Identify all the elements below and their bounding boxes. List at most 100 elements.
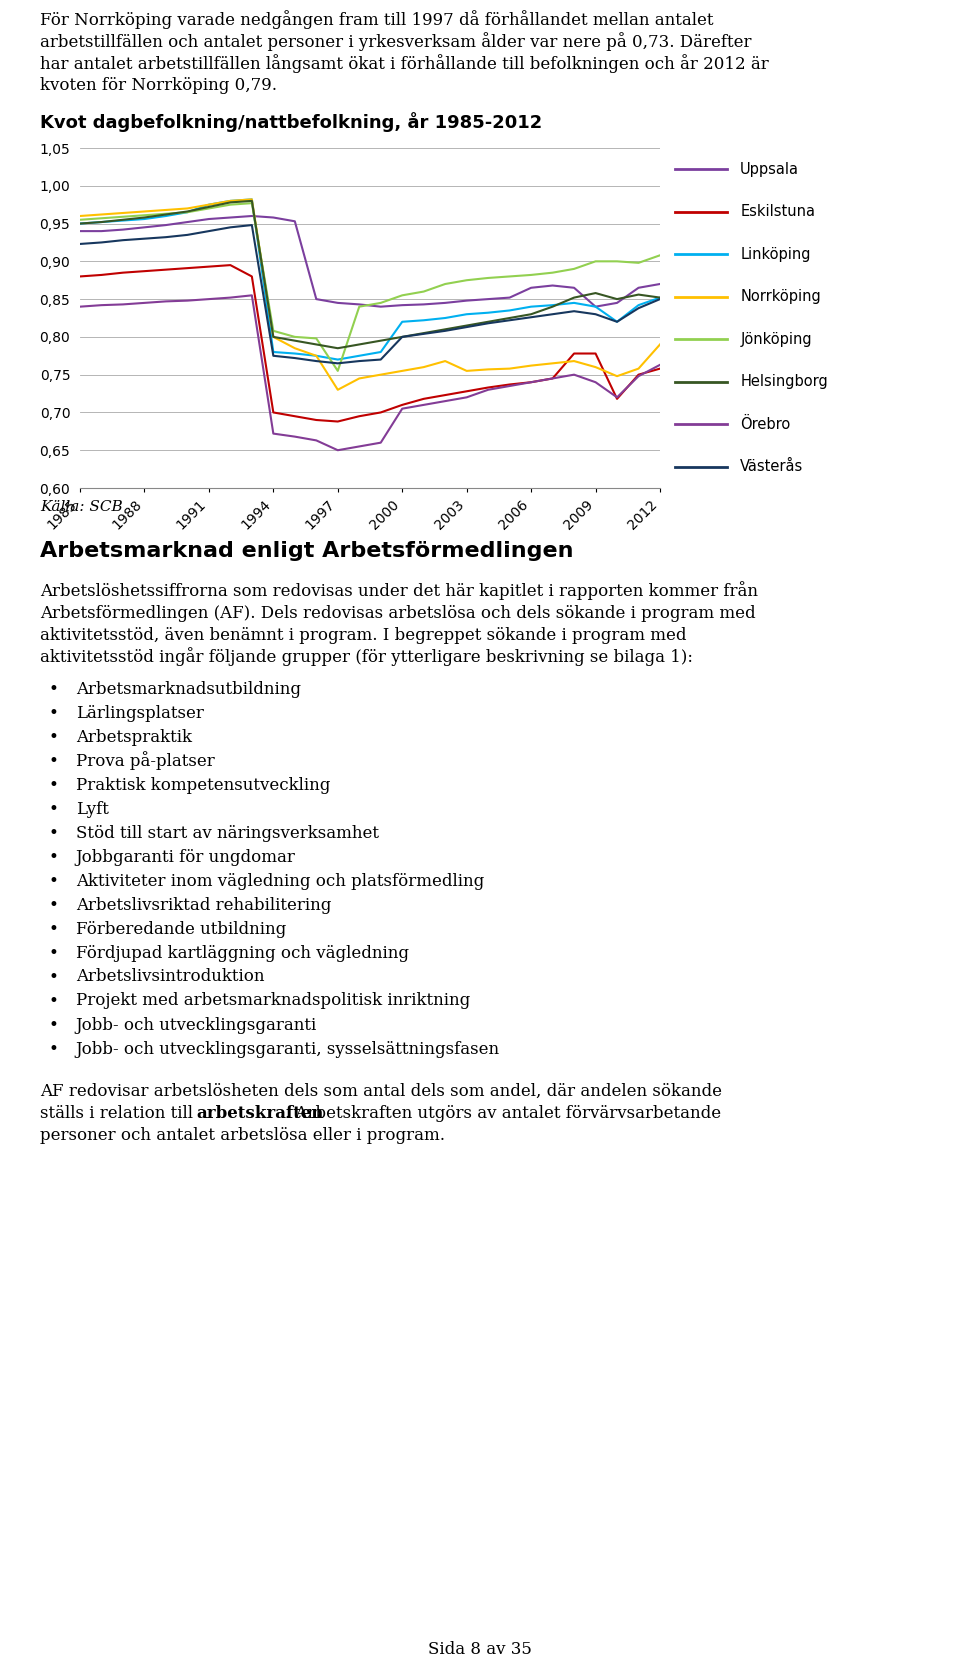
Uppsala: [225, 207, 236, 228]
Linköping: [482, 303, 493, 323]
Helsingborg: [160, 204, 172, 224]
Örebro: [375, 433, 387, 453]
Text: •: •: [49, 897, 59, 913]
Norrköping: [440, 351, 451, 371]
Linköping: [268, 341, 279, 361]
Text: Stöd till start av näringsverksamhet: Stöd till start av näringsverksamhet: [76, 825, 378, 842]
Uppsala: [96, 221, 108, 241]
Uppsala: [654, 274, 665, 294]
Eskilstuna: [612, 388, 623, 408]
Norrköping: [568, 351, 580, 371]
Eskilstuna: [268, 403, 279, 423]
Text: Aktiviteter inom vägledning och platsförmedling: Aktiviteter inom vägledning och platsför…: [76, 873, 484, 890]
Helsingborg: [482, 311, 493, 331]
Text: Arbetslöshetssiffrorna som redovisas under det här kapitlet i rapporten kommer f: Arbetslöshetssiffrorna som redovisas und…: [40, 582, 758, 601]
Västerås: [375, 350, 387, 370]
Eskilstuna: [74, 266, 85, 286]
Norrköping: [589, 356, 601, 376]
Jönköping: [396, 286, 408, 306]
Eskilstuna: [482, 378, 493, 398]
Helsingborg: [117, 209, 129, 229]
Västerås: [633, 298, 644, 318]
Text: •: •: [49, 848, 59, 867]
Norrköping: [332, 380, 344, 400]
Västerås: [589, 304, 601, 325]
Norrköping: [181, 199, 193, 219]
Västerås: [74, 234, 85, 254]
Jönköping: [117, 207, 129, 228]
Örebro: [589, 371, 601, 391]
Text: ställs i relation till: ställs i relation till: [40, 1104, 199, 1121]
Eskilstuna: [310, 410, 322, 430]
Text: •: •: [49, 776, 59, 795]
Helsingborg: [246, 191, 257, 211]
Linköping: [418, 310, 429, 330]
Helsingborg: [268, 326, 279, 346]
Jönköping: [568, 259, 580, 279]
Jönköping: [612, 251, 623, 271]
Västerås: [525, 308, 537, 328]
Eskilstuna: [353, 407, 365, 427]
Uppsala: [289, 211, 300, 231]
Helsingborg: [225, 192, 236, 212]
Text: arbetstillfällen och antalet personer i yrkesverksam ålder var nere på 0,73. Där: arbetstillfällen och antalet personer i …: [40, 32, 752, 52]
Västerås: [246, 216, 257, 236]
Text: Källa: SCB: Källa: SCB: [40, 500, 123, 514]
Text: Eskilstuna: Eskilstuna: [740, 204, 815, 219]
Text: •: •: [49, 872, 59, 890]
Västerås: [353, 351, 365, 371]
Jönköping: [525, 264, 537, 284]
Helsingborg: [654, 288, 665, 308]
Linköping: [525, 296, 537, 316]
Norrköping: [74, 206, 85, 226]
Örebro: [117, 294, 129, 315]
Uppsala: [310, 289, 322, 310]
Helsingborg: [310, 335, 322, 355]
Text: Fördjupad kartläggning och vägledning: Fördjupad kartläggning och vägledning: [76, 945, 409, 962]
Västerås: [612, 311, 623, 331]
Västerås: [225, 217, 236, 238]
Text: Linköping: Linköping: [740, 246, 810, 261]
Text: har antalet arbetstillfällen långsamt ökat i förhållande till befolkningen och å: har antalet arbetstillfällen långsamt ök…: [40, 55, 769, 74]
Norrköping: [525, 356, 537, 376]
Helsingborg: [440, 320, 451, 340]
Linköping: [74, 214, 85, 234]
Uppsala: [117, 219, 129, 239]
Västerås: [396, 326, 408, 346]
Eskilstuna: [225, 254, 236, 274]
Text: Arbetslivsintroduktion: Arbetslivsintroduktion: [76, 969, 264, 985]
Norrköping: [654, 335, 665, 355]
Örebro: [547, 368, 559, 388]
Text: •: •: [49, 704, 59, 723]
Jönköping: [74, 209, 85, 229]
Jönköping: [589, 251, 601, 271]
Helsingborg: [633, 284, 644, 304]
Text: För Norrköping varade nedgången fram till 1997 då förhållandet mellan antalet: För Norrköping varade nedgången fram til…: [40, 10, 713, 30]
Text: AF redovisar arbetslösheten dels som antal dels som andel, där andelen sökande: AF redovisar arbetslösheten dels som ant…: [40, 1082, 722, 1099]
Norrköping: [375, 365, 387, 385]
Helsingborg: [332, 338, 344, 358]
Linköping: [375, 341, 387, 361]
Jönköping: [547, 263, 559, 283]
Eskilstuna: [332, 412, 344, 432]
Linköping: [396, 311, 408, 331]
Örebro: [246, 286, 257, 306]
Line: Eskilstuna: Eskilstuna: [80, 264, 660, 422]
Jönköping: [160, 204, 172, 224]
Uppsala: [396, 294, 408, 315]
Eskilstuna: [396, 395, 408, 415]
Jönköping: [246, 192, 257, 212]
Text: Lyft: Lyft: [76, 800, 108, 818]
Text: Helsingborg: Helsingborg: [740, 375, 828, 390]
Jönköping: [310, 328, 322, 348]
Örebro: [654, 355, 665, 375]
Line: Norrköping: Norrköping: [80, 199, 660, 390]
Västerås: [482, 313, 493, 333]
Örebro: [440, 391, 451, 412]
Norrköping: [633, 358, 644, 378]
Eskilstuna: [547, 368, 559, 388]
Jönköping: [353, 296, 365, 316]
Text: Jobb- och utvecklingsgaranti: Jobb- och utvecklingsgaranti: [76, 1017, 317, 1034]
Eskilstuna: [589, 343, 601, 363]
Uppsala: [181, 212, 193, 233]
